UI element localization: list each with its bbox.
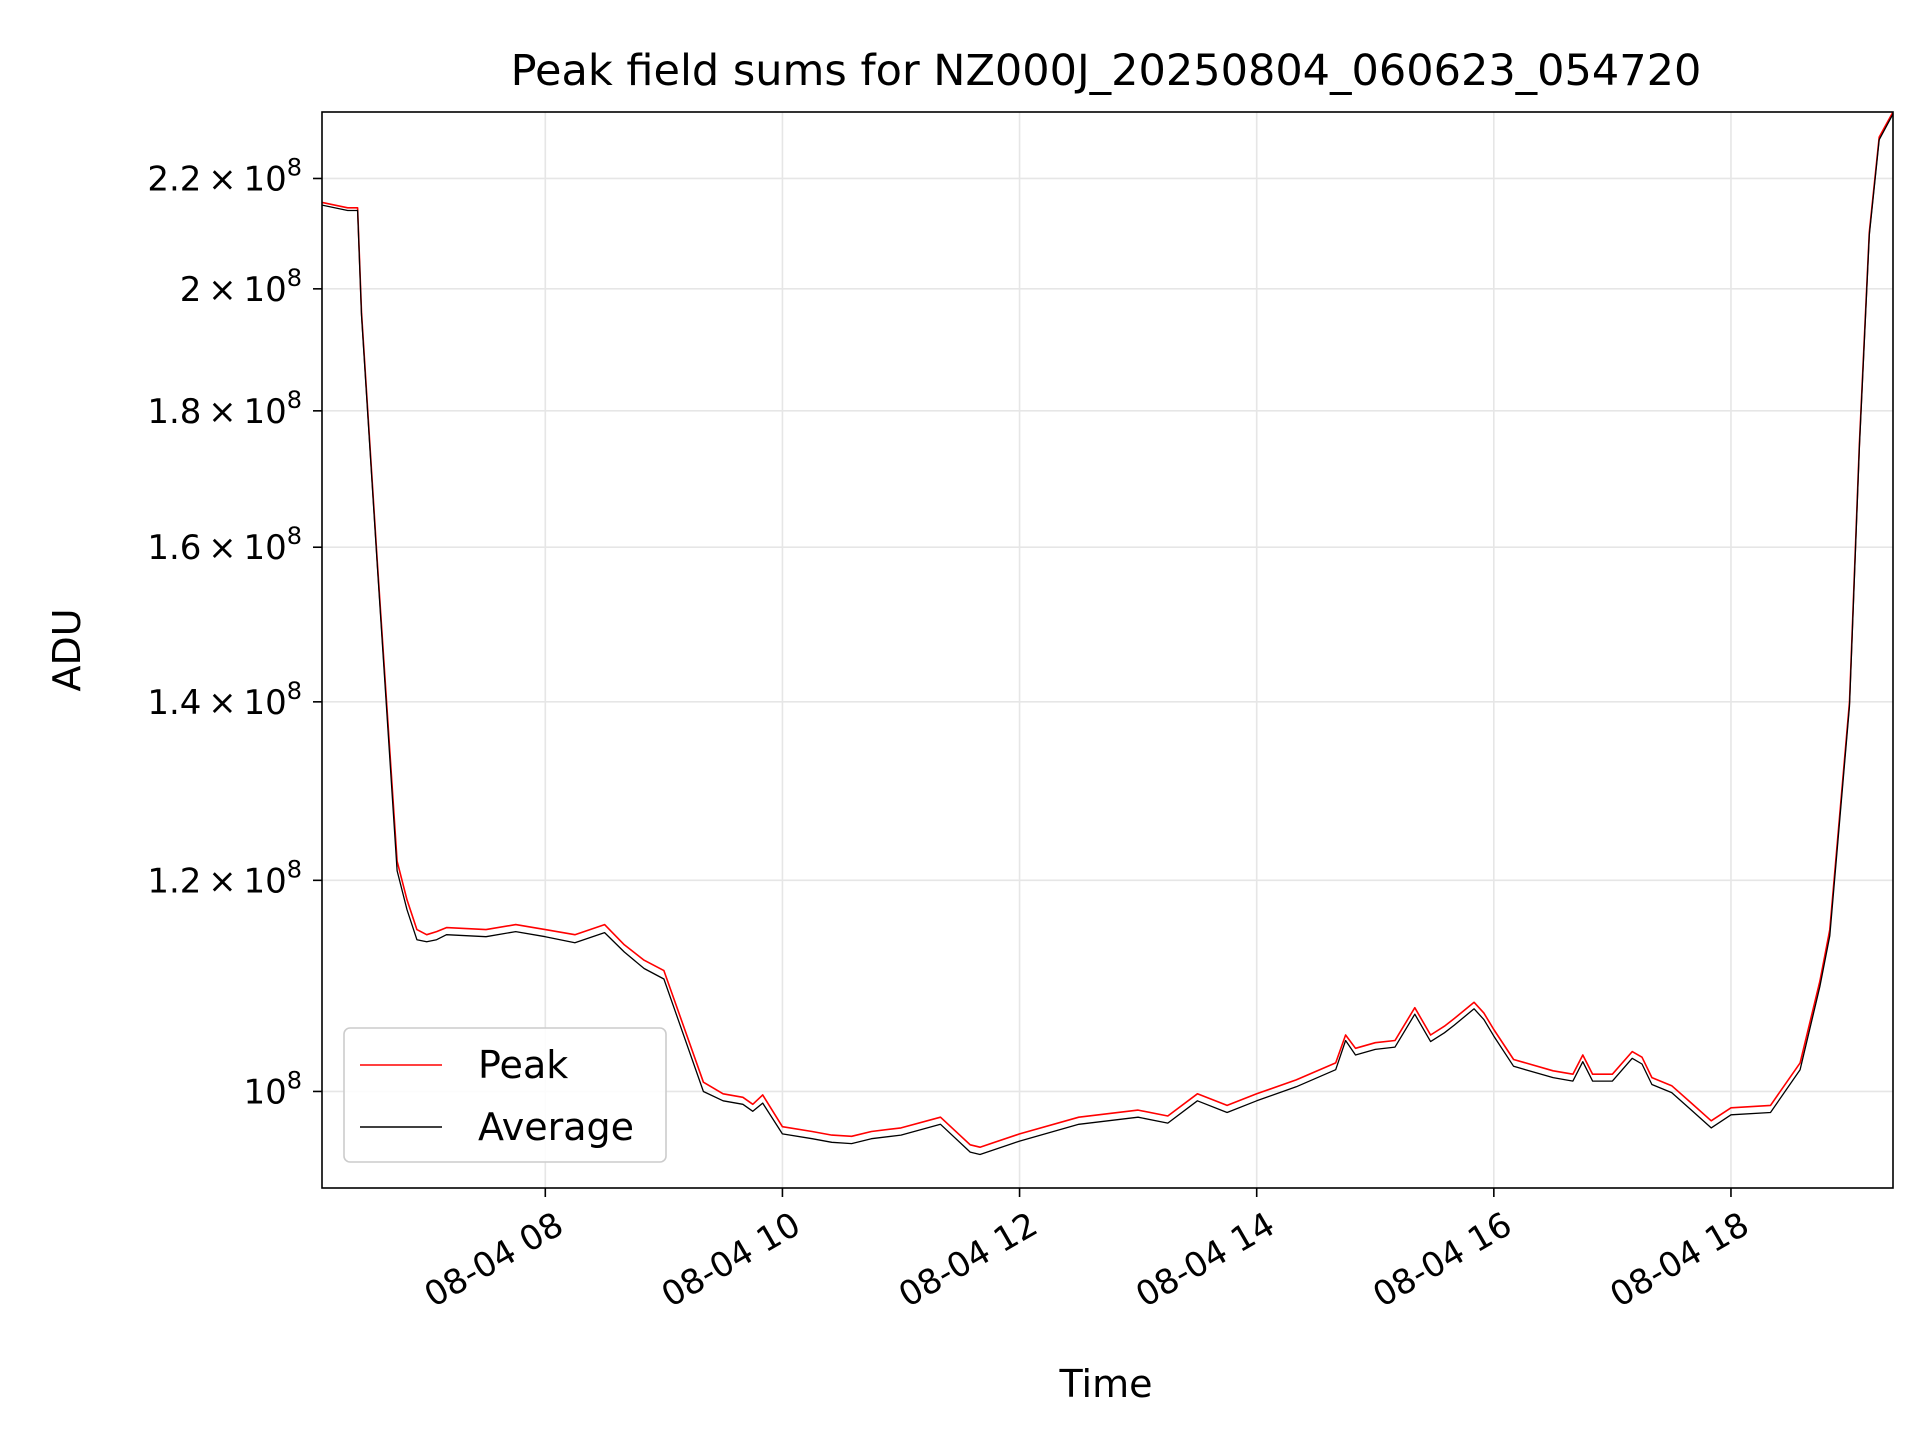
legend: Peak Average: [343, 1027, 667, 1163]
chart-title: Peak field sums for NZ000J_20250804_0606…: [511, 46, 1702, 96]
y-axis: 108 1.2 × 108 1.4 × 108 1.6 × 108 1.8 × 108 2…: [147, 153, 322, 1112]
x-axis-label: Time: [1059, 1362, 1153, 1406]
y-tick-label: 2.2 × 108: [147, 153, 302, 199]
grid: [322, 112, 1893, 1188]
legend-box: [343, 1027, 667, 1163]
plot-frame: [321, 111, 1894, 1189]
legend-label-average: Average: [478, 1105, 634, 1149]
legend-label-peak: Peak: [478, 1043, 568, 1087]
y-tick-label: 1.6 × 108: [147, 522, 302, 568]
series-layer: [322, 112, 1893, 1156]
y-tick-label: 1.8 × 108: [147, 386, 302, 432]
series-line-average: [322, 113, 1893, 1156]
y-tick-label: 2 × 108: [180, 264, 302, 310]
y-tick-label: 108: [243, 1066, 302, 1112]
y-axis-label: ADU: [45, 608, 89, 691]
y-tick-label: 1.2 × 108: [147, 855, 302, 901]
series-line-peak: [322, 112, 1893, 1148]
y-tick-label: 1.4 × 108: [147, 677, 302, 723]
